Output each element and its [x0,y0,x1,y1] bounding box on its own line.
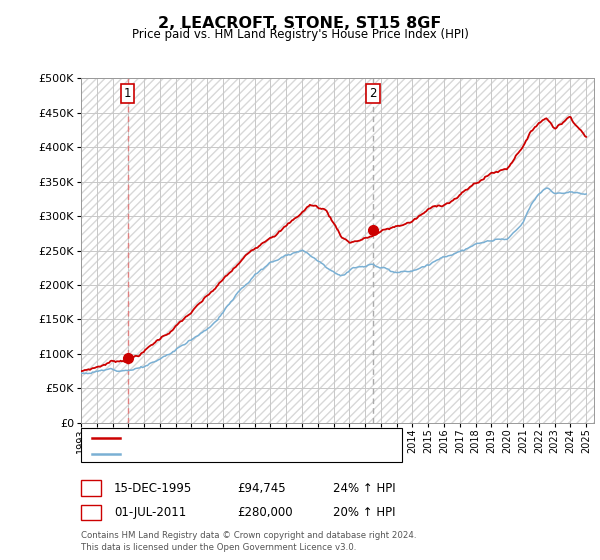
Text: Price paid vs. HM Land Registry's House Price Index (HPI): Price paid vs. HM Land Registry's House … [131,28,469,41]
Text: 15-DEC-1995: 15-DEC-1995 [114,482,192,495]
Text: 1: 1 [87,482,95,495]
Text: 2: 2 [369,87,377,100]
Text: 1: 1 [124,87,131,100]
Text: £94,745: £94,745 [237,482,286,495]
Text: 20% ↑ HPI: 20% ↑ HPI [333,506,395,519]
Text: 2, LEACROFT, STONE, ST15 8GF: 2, LEACROFT, STONE, ST15 8GF [158,16,442,31]
Text: 2: 2 [87,506,95,519]
Text: HPI: Average price, detached house, Stafford: HPI: Average price, detached house, Staf… [125,449,371,459]
Text: Contains HM Land Registry data © Crown copyright and database right 2024.
This d: Contains HM Land Registry data © Crown c… [81,531,416,552]
Text: £280,000: £280,000 [237,506,293,519]
Text: 2, LEACROFT, STONE, ST15 8GF (detached house): 2, LEACROFT, STONE, ST15 8GF (detached h… [125,433,398,443]
Text: 24% ↑ HPI: 24% ↑ HPI [333,482,395,495]
Text: 01-JUL-2011: 01-JUL-2011 [114,506,186,519]
